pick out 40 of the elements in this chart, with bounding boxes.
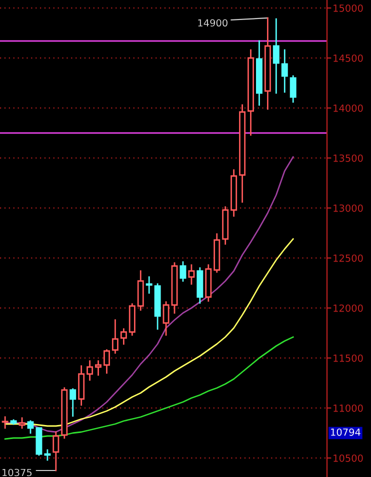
candlestick [128, 303, 136, 336]
candlestick [104, 349, 110, 374]
y-tick-label: 12000 [334, 304, 363, 312]
candlestick [264, 17, 271, 110]
candlestick [248, 49, 254, 136]
candlestick [61, 387, 68, 439]
candlestick [146, 276, 152, 294]
y-tick-label: 13500 [334, 154, 363, 162]
y-tick-label: 11500 [334, 354, 363, 362]
y-tick-label: 10500 [334, 454, 363, 462]
candlestick [78, 365, 85, 406]
candlestick [222, 206, 229, 245]
candlestick [214, 233, 220, 273]
candlestick [290, 75, 296, 103]
candlestick [205, 264, 212, 302]
candlestick [112, 319, 118, 354]
y-tick-label: 12500 [334, 254, 363, 262]
y-tick-label: 14000 [334, 104, 363, 112]
candlestick [95, 360, 102, 376]
candlestick [120, 328, 127, 345]
y-tick-label: 15000 [334, 4, 363, 12]
candlestick [52, 431, 60, 472]
annotation: 10375 [2, 468, 32, 476]
candlestick [230, 169, 238, 217]
y-tick-label: 13000 [334, 204, 363, 212]
candlestick [44, 449, 51, 461]
text: 10794 [331, 428, 360, 436]
candlestick [137, 270, 144, 311]
candlestick [70, 388, 76, 417]
candlestick [281, 49, 288, 93]
candlestick [272, 18, 280, 94]
candlestick [196, 267, 204, 304]
candlestick [256, 40, 262, 106]
y-tick-label: 11000 [334, 404, 363, 412]
annotation: 14900 [198, 19, 228, 27]
candlestick [239, 104, 246, 203]
candlestick [86, 360, 94, 381]
y-tick-label: 14500 [334, 54, 363, 62]
candlestick [2, 416, 8, 429]
candlestick [154, 283, 161, 330]
